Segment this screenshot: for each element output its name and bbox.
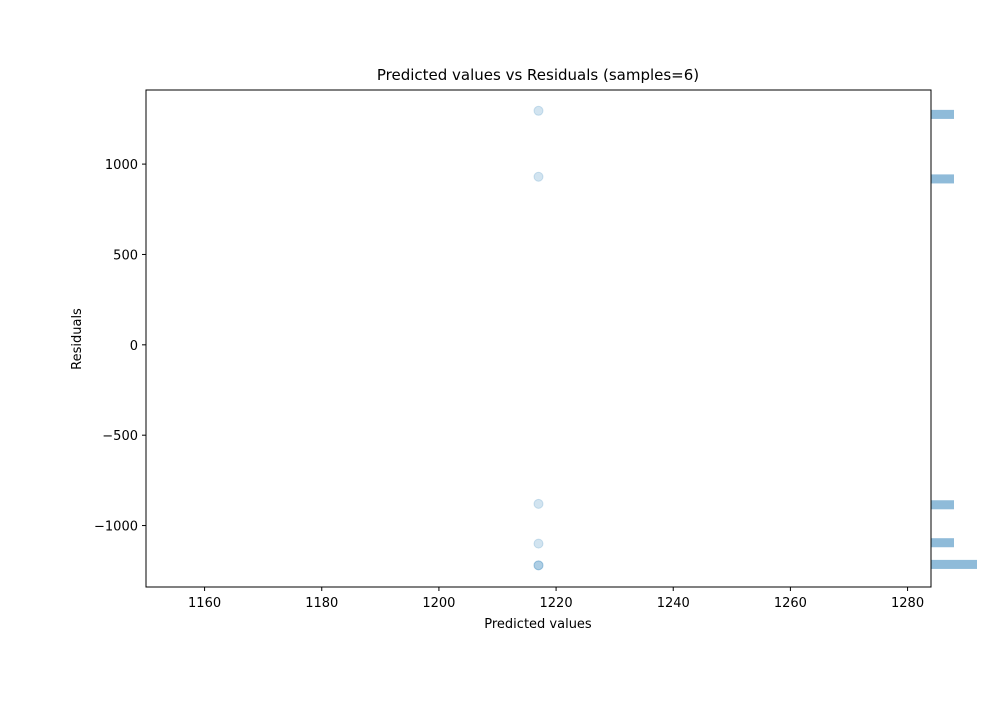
scatter-points xyxy=(533,105,544,571)
scatter-point-3 xyxy=(533,538,544,549)
x-tick-label-2: 1200 xyxy=(422,596,455,611)
y-tick-label-4: 1000 xyxy=(105,158,138,173)
marginal-histogram xyxy=(931,109,977,569)
scatter-point-5 xyxy=(533,560,544,571)
x-tick-label-6: 1280 xyxy=(891,596,924,611)
scatter-point-2 xyxy=(533,498,544,509)
y-axis-title: Residuals xyxy=(70,308,85,370)
scatter-point-4 xyxy=(533,560,544,571)
histogram-bar-1 xyxy=(931,174,954,184)
x-axis-ticks: 1160 1180 1200 1220 1240 1260 1280 xyxy=(188,587,924,611)
x-tick-label-5: 1260 xyxy=(774,596,807,611)
y-tick-label-1: −500 xyxy=(102,429,138,444)
x-tick-label-3: 1220 xyxy=(540,596,573,611)
histogram-bar-0 xyxy=(931,109,954,119)
scatter-point-0 xyxy=(533,105,544,116)
y-axis-ticks: −1000 −500 0 500 1000 xyxy=(94,158,146,535)
scatter-point-1 xyxy=(533,171,544,182)
y-tick-label-3: 500 xyxy=(113,248,138,263)
x-tick-label-4: 1240 xyxy=(657,596,690,611)
x-tick-label-0: 1160 xyxy=(188,596,221,611)
chart-title: Predicted values vs Residuals (samples=6… xyxy=(377,66,699,84)
histogram-bar-4 xyxy=(931,559,977,569)
x-tick-label-1: 1180 xyxy=(305,596,338,611)
histogram-bar-2 xyxy=(931,500,954,510)
histogram-bar-3 xyxy=(931,538,954,548)
y-tick-label-2: 0 xyxy=(130,339,138,354)
x-axis-title: Predicted values xyxy=(484,617,592,632)
plot-frame xyxy=(145,89,932,588)
y-tick-label-0: −1000 xyxy=(94,520,138,535)
